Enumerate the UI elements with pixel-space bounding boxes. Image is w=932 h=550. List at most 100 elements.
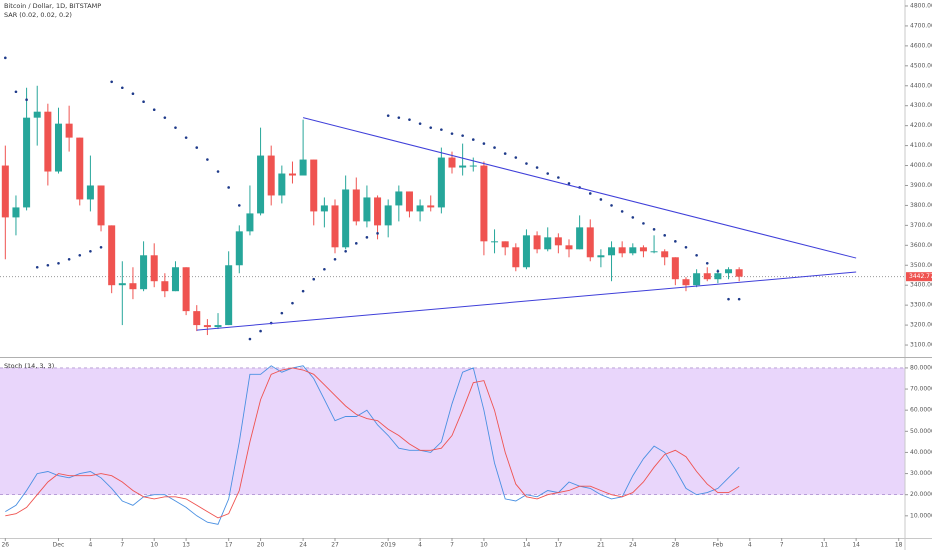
candle-body [735, 269, 743, 277]
candle-body [725, 269, 733, 274]
y-tick-label: 50.0000 [910, 428, 932, 435]
x-tick-label: 2019 [381, 542, 396, 549]
y-tick-label: 60.0000 [910, 407, 932, 414]
candle-body [161, 281, 169, 292]
sar-dot [344, 249, 347, 253]
candle-body [597, 255, 605, 258]
y-tick-label: 4700.00 [910, 22, 932, 29]
candle-body [682, 279, 690, 286]
candle-body [693, 273, 701, 286]
candle-body [437, 157, 445, 208]
sar-dot [67, 257, 71, 261]
candle-body [501, 241, 509, 248]
sar-dot [354, 242, 358, 245]
candle-body [480, 165, 488, 242]
stoch-line [5, 365, 740, 525]
x-tick-label: 13 [182, 542, 190, 549]
candle-body [639, 247, 647, 252]
candle-body [108, 225, 116, 286]
candle-body [533, 235, 541, 250]
x-tick-label: 26 [1, 542, 9, 549]
sar-dot [78, 253, 82, 257]
candle-body [405, 191, 413, 212]
candle-body [86, 185, 94, 200]
sar-dot [376, 232, 379, 235]
x-tick-label: 11 [820, 542, 828, 549]
stoch-legend: Stoch (14, 3, 3) [4, 362, 54, 370]
candle-body [374, 197, 382, 226]
x-tick-label: 4 [748, 542, 752, 549]
candle-body [33, 111, 41, 118]
candle-body [320, 205, 328, 212]
x-tick-label: Feb [713, 542, 724, 549]
y-tick-label: 4200.00 [910, 122, 932, 129]
sar-dot [14, 90, 18, 94]
x-tick-label: 24 [299, 542, 307, 549]
y-tick-label: 4500.00 [910, 62, 932, 69]
candle-body [661, 251, 669, 258]
candle-body [491, 241, 499, 243]
sar-dot [652, 228, 656, 231]
sar-dot [25, 98, 28, 102]
sar-dot [46, 263, 50, 267]
last-price-label: 3442.77 [909, 273, 932, 280]
sar-dot [737, 297, 741, 301]
candle-body [544, 237, 552, 250]
candle-body [288, 173, 296, 176]
sar-dot [163, 116, 167, 119]
candle-body [257, 155, 265, 214]
candle-body [225, 265, 233, 326]
candle-body [182, 267, 190, 312]
y-tick-label: 4800.00 [910, 2, 932, 9]
sar-dot [482, 142, 486, 145]
sar-dot [546, 172, 550, 175]
candle-body [459, 165, 467, 168]
candle-body [395, 191, 403, 206]
sar-dot [237, 204, 241, 207]
sar-dot [535, 166, 539, 169]
sar-dot [248, 337, 252, 341]
candle-body [331, 205, 339, 248]
sar-dot [312, 277, 316, 281]
y-tick-label: 3700.00 [910, 222, 932, 229]
x-tick-label: 20 [257, 542, 265, 549]
sar-dot [152, 108, 156, 111]
sar-dot [323, 267, 326, 271]
stoch-line [5, 367, 740, 519]
sar-dot [674, 240, 677, 243]
sar-dot [206, 158, 209, 161]
last-price-box [906, 272, 932, 282]
sar-dot [397, 116, 401, 119]
candle-body [427, 205, 435, 208]
sar-dot [333, 257, 337, 261]
sar-dot [663, 234, 667, 237]
candle-body [416, 205, 424, 212]
x-tick-label: 10 [150, 542, 158, 549]
candle-body [342, 189, 350, 248]
candle-body [65, 123, 73, 138]
candle-body [76, 137, 84, 200]
y-tick-label: 80.0000 [910, 364, 932, 371]
sar-dot [89, 249, 92, 253]
candle-body [512, 247, 520, 268]
x-tick-label: 10 [480, 542, 488, 549]
candle-body [650, 251, 658, 253]
candle-body [522, 235, 530, 268]
candle-body [140, 255, 148, 290]
sar-dot [642, 222, 645, 225]
candle-body [565, 245, 573, 250]
sar-dot [599, 198, 603, 201]
x-tick-label: 24 [629, 542, 637, 549]
y-tick-label: 10.0000 [910, 512, 932, 519]
candle-body [384, 205, 392, 226]
candle-body [150, 255, 158, 282]
candle-body [278, 173, 286, 196]
y-tick-label: 3400.00 [910, 282, 932, 289]
sar-dot [450, 132, 454, 135]
y-tick-label: 4400.00 [910, 82, 932, 89]
stoch-band [0, 367, 905, 495]
x-tick-label: Dec [53, 542, 65, 549]
sar-dot [280, 311, 284, 315]
sar-dot [525, 162, 528, 165]
candle-body [54, 123, 63, 172]
